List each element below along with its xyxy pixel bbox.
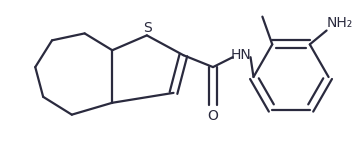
Text: S: S — [143, 21, 152, 35]
Text: HN: HN — [230, 48, 251, 62]
Text: O: O — [208, 109, 219, 123]
Text: NH₂: NH₂ — [326, 16, 352, 30]
